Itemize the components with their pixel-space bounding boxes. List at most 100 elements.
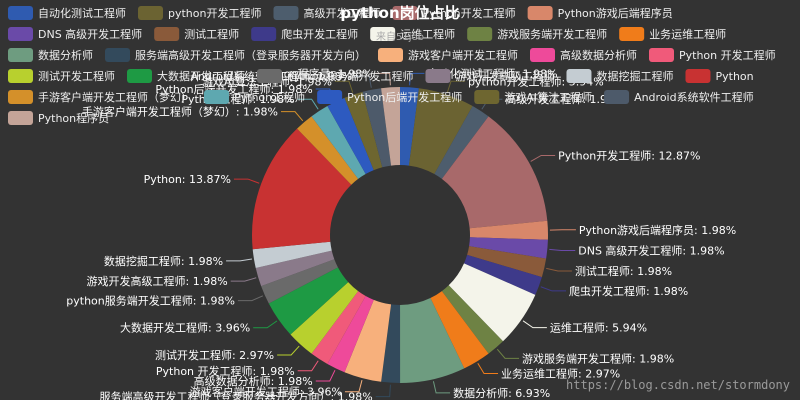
legend-swatch [8,6,33,20]
label-leader-line [334,80,354,93]
legend-item[interactable]: 游戏客户端开发工程师 [378,48,518,62]
legend-label: Python后端开发工程师 [347,90,462,104]
pie-slice[interactable] [362,88,392,168]
slice-label: Python: 13.87% [144,173,231,186]
legend-label: 游戏AI算法工程师 [504,90,592,104]
pie-slice[interactable] [400,298,465,383]
pie-slice[interactable] [441,116,548,229]
legend-swatch [530,48,555,62]
legend-item[interactable]: 高级开发工程师 [273,6,380,20]
legend-swatch [619,27,645,41]
legend-item[interactable]: 游戏开发高级工程师 [425,69,554,83]
legend-item[interactable]: Python开发工程师 [392,6,516,20]
legend-item[interactable]: Android系统软件工程师 [604,90,754,104]
pie-slice[interactable] [381,87,400,166]
legend-item[interactable]: Python后端开发工程师 [317,90,462,104]
legend-item[interactable]: 爬虫开发工程师 [251,27,358,41]
legend-label: python服务端开发工程师 [287,69,413,83]
legend-swatch [685,69,711,83]
legend-label: 爬虫开发工程师 [281,27,358,41]
pie-slice[interactable] [290,282,359,354]
pie-slice[interactable] [469,237,548,259]
legend-label: DNS 高级开发工程师 [38,27,142,41]
slice-label: 手游客户端开发工程师（梦幻）: 1.98% [82,105,278,119]
pie-slice[interactable] [261,259,338,304]
legend-item[interactable]: 运维工程师 [370,27,455,41]
label-leader-line [297,360,319,372]
legend-item[interactable]: 高级数据分析师 [530,48,637,62]
legend-swatch [105,48,130,62]
pie-slice[interactable] [467,246,547,278]
pie-slice[interactable] [344,91,383,171]
legend-item[interactable]: 游戏AI算法工程师 [474,90,592,104]
legend-swatch [474,90,500,104]
pie-slice[interactable] [448,263,536,342]
legend-item[interactable]: python服务端开发工程师 [257,69,413,83]
pie-slice[interactable] [381,304,401,383]
label-leader-line [432,381,451,394]
legend-swatch [370,27,396,41]
pie-slice[interactable] [252,241,332,268]
pie-slice[interactable] [268,267,349,335]
pie-slice[interactable] [430,291,489,369]
pie-slice[interactable] [311,291,366,364]
label-leader-line [477,362,499,375]
pie-slice[interactable] [252,128,352,250]
chart-title: python岗位占比 [340,4,459,22]
legend-swatch [127,69,152,83]
pie-slice[interactable] [464,254,542,295]
legend-swatch [138,6,163,20]
legend-item[interactable]: python开发工程师 [138,6,261,20]
legend-item[interactable]: Python工程师 [204,90,305,104]
legend-item[interactable]: Python程序员 [8,111,109,125]
legend-item[interactable]: Python [685,69,754,83]
legend-label: Android系统软件工程师 [634,90,754,104]
legend-item[interactable]: 数据分析师 [8,48,93,62]
legend-item[interactable]: 自动化测试工程师 [8,6,126,20]
legend-item[interactable]: 数据挖掘工程师 [566,69,673,83]
pie-slice[interactable] [297,116,359,185]
label-leader-line [496,348,520,359]
legend-label: 游戏开发高级工程师 [455,69,554,83]
label-leader-line [546,267,572,272]
legend-swatch [8,111,33,125]
label-leader-line [375,384,391,398]
legend-item[interactable]: 游戏服务端开发工程师 [467,27,607,41]
label-leader-line [344,379,363,393]
slice-label: 高级数据分析师: 1.98% [194,374,313,388]
legend-swatch [273,6,299,20]
label-leader-line [375,72,391,86]
pie-slice[interactable] [469,220,548,240]
pie-slice[interactable] [311,106,366,179]
pie-slice[interactable] [255,250,335,287]
pie-slice[interactable] [434,106,489,179]
legend-item[interactable]: 测试工程师 [154,27,239,41]
legend-item[interactable]: 手游客户端开发工程师（梦幻） [8,90,192,104]
legend-item[interactable]: Python 开发工程师 [649,48,776,62]
pie-slice[interactable] [400,87,419,166]
legend-label: 测试工程师 [184,28,239,41]
legend-item[interactable]: 业务运维工程师 [619,27,726,41]
legend-swatch [251,27,277,41]
legend-item[interactable]: Python游戏后端程序员 [527,6,673,20]
pie-slice[interactable] [344,299,392,382]
pie-slice[interactable] [327,97,374,175]
legend-swatch [527,6,553,20]
slice-label: DNS 高级开发工程师: 1.98% [578,244,724,258]
watermark: https://blog.csdn.net/stormdony [566,378,790,392]
legend-item[interactable]: 测试开发工程师 [8,69,115,83]
legend-label: Python程序员 [38,111,109,125]
slice-label: 自动化测试工程师: 1.98% [427,66,557,80]
label-leader-line [253,320,278,329]
legend-item[interactable]: 服务端高级开发工程师（登录服务器开发方向） [105,48,366,62]
legend-swatch [378,48,403,62]
label-leader-group [226,72,576,398]
pie-slice[interactable] [327,296,374,373]
legend-swatch [425,69,451,83]
pie-slice[interactable] [441,285,503,354]
legend-item[interactable]: 大数据开发工程师 [127,69,245,83]
legend-item[interactable]: DNS 高级开发工程师 [8,27,142,41]
legend-label: 高级开发工程师 [303,6,380,20]
pie-slice[interactable] [408,88,473,175]
